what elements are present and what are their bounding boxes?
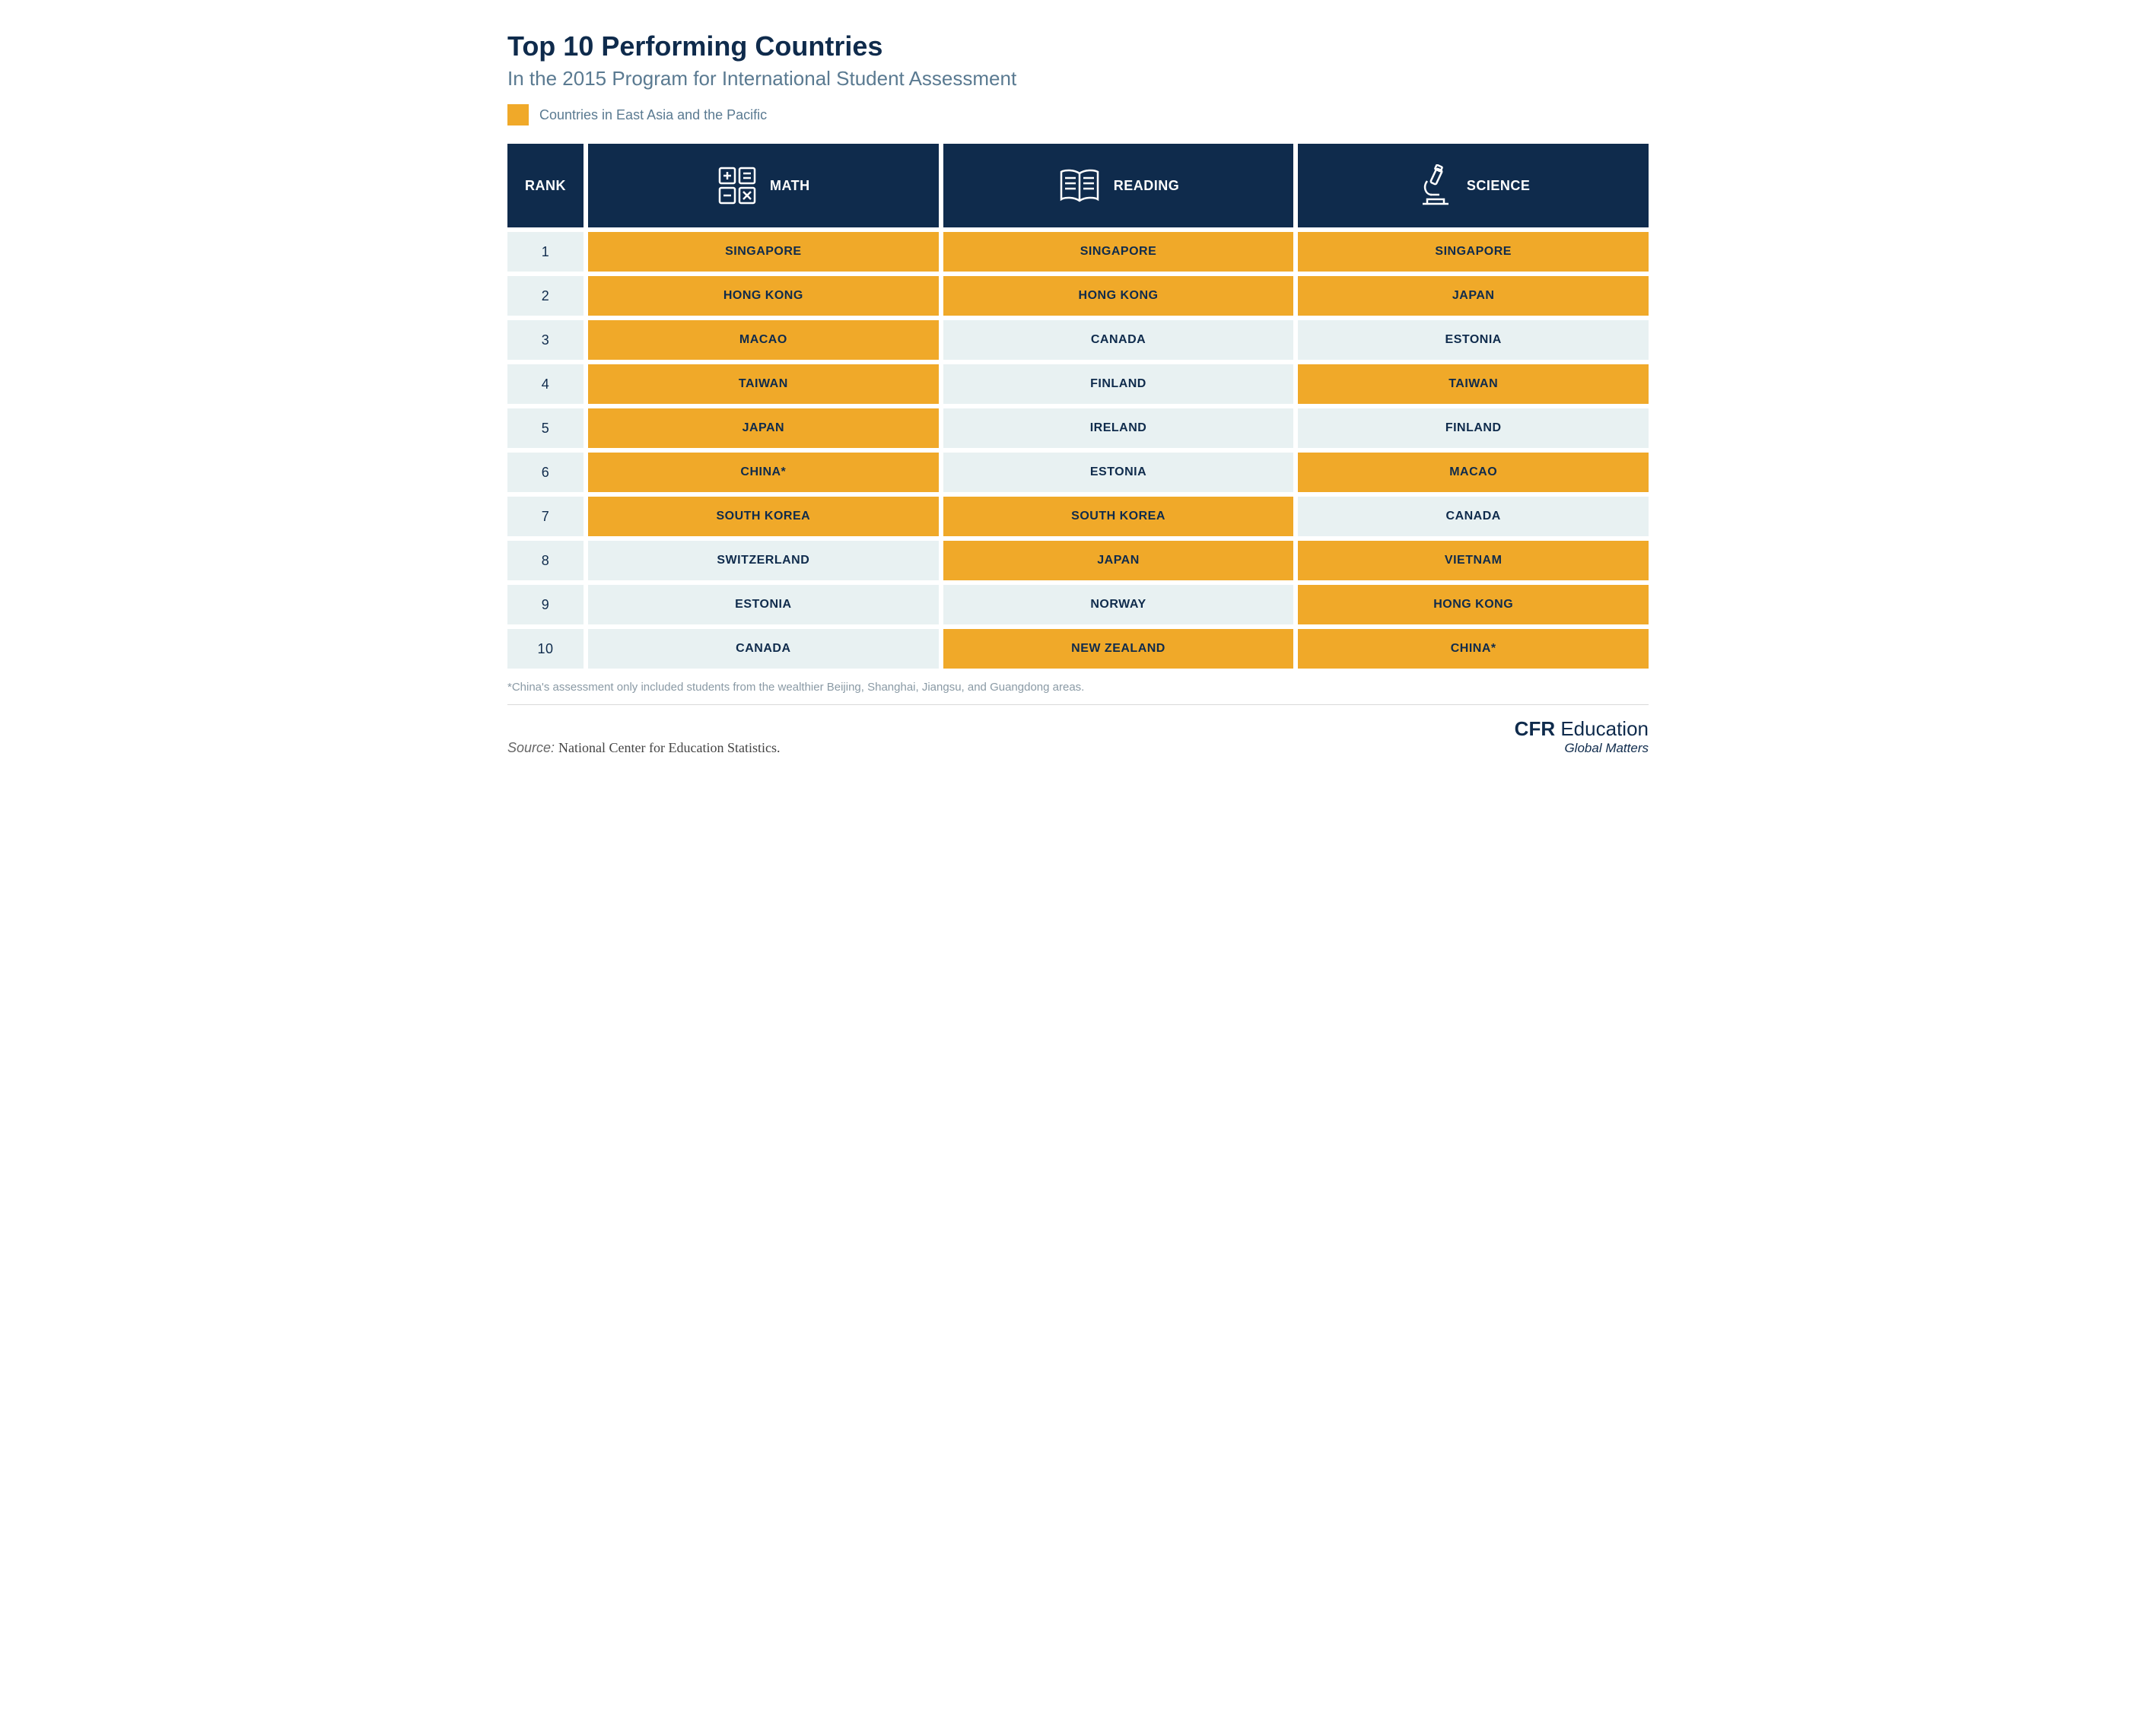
legend-swatch bbox=[507, 104, 529, 125]
science-cell: CANADA bbox=[1298, 497, 1649, 536]
page-subtitle: In the 2015 Program for International St… bbox=[507, 67, 1649, 91]
math-cell: SWITZERLAND bbox=[588, 541, 939, 580]
rank-cell: 5 bbox=[507, 408, 584, 448]
reading-cell: NEW ZEALAND bbox=[943, 629, 1294, 669]
legend: Countries in East Asia and the Pacific bbox=[507, 104, 1649, 125]
table-header-row: RANK MATH READING bbox=[507, 144, 1649, 227]
page-title: Top 10 Performing Countries bbox=[507, 30, 1649, 62]
table-body: 1SINGAPORESINGAPORESINGAPORE2HONG KONGHO… bbox=[507, 232, 1649, 673]
rankings-table: RANK MATH READING bbox=[507, 144, 1649, 673]
math-cell: TAIWAN bbox=[588, 364, 939, 404]
source-text: National Center for Education Statistics… bbox=[558, 740, 780, 755]
rank-cell: 6 bbox=[507, 453, 584, 492]
math-cell: SINGAPORE bbox=[588, 232, 939, 272]
table-row: 3MACAOCANADAESTONIA bbox=[507, 320, 1649, 360]
brand: CFR Education Global Matters bbox=[1515, 717, 1649, 756]
rank-cell: 4 bbox=[507, 364, 584, 404]
brand-tagline: Global Matters bbox=[1515, 741, 1649, 756]
rank-cell: 10 bbox=[507, 629, 584, 669]
table-row: 8SWITZERLANDJAPANVIETNAM bbox=[507, 541, 1649, 580]
math-cell: CHINA* bbox=[588, 453, 939, 492]
footer: Source: National Center for Education St… bbox=[507, 717, 1649, 756]
source-label: Source: bbox=[507, 740, 558, 755]
legend-label: Countries in East Asia and the Pacific bbox=[539, 107, 767, 123]
reading-cell: IRELAND bbox=[943, 408, 1294, 448]
reading-cell: HONG KONG bbox=[943, 276, 1294, 316]
brand-prefix: CFR bbox=[1515, 717, 1561, 740]
header-science: SCIENCE bbox=[1298, 144, 1649, 227]
reading-cell: JAPAN bbox=[943, 541, 1294, 580]
reading-cell: NORWAY bbox=[943, 585, 1294, 624]
header-reading: READING bbox=[943, 144, 1294, 227]
table-row: 1SINGAPORESINGAPORESINGAPORE bbox=[507, 232, 1649, 272]
science-cell: VIETNAM bbox=[1298, 541, 1649, 580]
rank-cell: 3 bbox=[507, 320, 584, 360]
science-cell: ESTONIA bbox=[1298, 320, 1649, 360]
table-row: 5JAPANIRELANDFINLAND bbox=[507, 408, 1649, 448]
table-row: 10CANADANEW ZEALANDCHINA* bbox=[507, 629, 1649, 669]
footnote: *China's assessment only included studen… bbox=[507, 681, 1649, 694]
rank-cell: 8 bbox=[507, 541, 584, 580]
book-icon bbox=[1057, 167, 1102, 204]
math-cell: ESTONIA bbox=[588, 585, 939, 624]
source: Source: National Center for Education St… bbox=[507, 740, 780, 756]
header-science-label: SCIENCE bbox=[1467, 178, 1531, 194]
brand-name: CFR Education bbox=[1515, 717, 1649, 741]
reading-cell: CANADA bbox=[943, 320, 1294, 360]
table-row: 4TAIWANFINLANDTAIWAN bbox=[507, 364, 1649, 404]
reading-cell: FINLAND bbox=[943, 364, 1294, 404]
microscope-icon bbox=[1417, 164, 1455, 207]
math-cell: MACAO bbox=[588, 320, 939, 360]
rank-cell: 2 bbox=[507, 276, 584, 316]
calculator-icon bbox=[717, 165, 758, 206]
table-row: 7SOUTH KOREASOUTH KOREACANADA bbox=[507, 497, 1649, 536]
header-math-label: MATH bbox=[770, 178, 810, 194]
science-cell: MACAO bbox=[1298, 453, 1649, 492]
infographic-container: Top 10 Performing Countries In the 2015 … bbox=[507, 30, 1649, 756]
header-reading-label: READING bbox=[1114, 178, 1180, 194]
table-row: 2HONG KONGHONG KONGJAPAN bbox=[507, 276, 1649, 316]
rank-cell: 7 bbox=[507, 497, 584, 536]
science-cell: JAPAN bbox=[1298, 276, 1649, 316]
table-row: 9ESTONIANORWAYHONG KONG bbox=[507, 585, 1649, 624]
reading-cell: ESTONIA bbox=[943, 453, 1294, 492]
science-cell: TAIWAN bbox=[1298, 364, 1649, 404]
science-cell: HONG KONG bbox=[1298, 585, 1649, 624]
reading-cell: SINGAPORE bbox=[943, 232, 1294, 272]
science-cell: SINGAPORE bbox=[1298, 232, 1649, 272]
divider bbox=[507, 704, 1649, 705]
header-rank: RANK bbox=[507, 144, 584, 227]
rank-cell: 1 bbox=[507, 232, 584, 272]
reading-cell: SOUTH KOREA bbox=[943, 497, 1294, 536]
brand-suffix: Education bbox=[1560, 717, 1649, 740]
table-row: 6CHINA*ESTONIAMACAO bbox=[507, 453, 1649, 492]
math-cell: SOUTH KOREA bbox=[588, 497, 939, 536]
math-cell: HONG KONG bbox=[588, 276, 939, 316]
science-cell: FINLAND bbox=[1298, 408, 1649, 448]
math-cell: JAPAN bbox=[588, 408, 939, 448]
rank-cell: 9 bbox=[507, 585, 584, 624]
math-cell: CANADA bbox=[588, 629, 939, 669]
header-math: MATH bbox=[588, 144, 939, 227]
science-cell: CHINA* bbox=[1298, 629, 1649, 669]
